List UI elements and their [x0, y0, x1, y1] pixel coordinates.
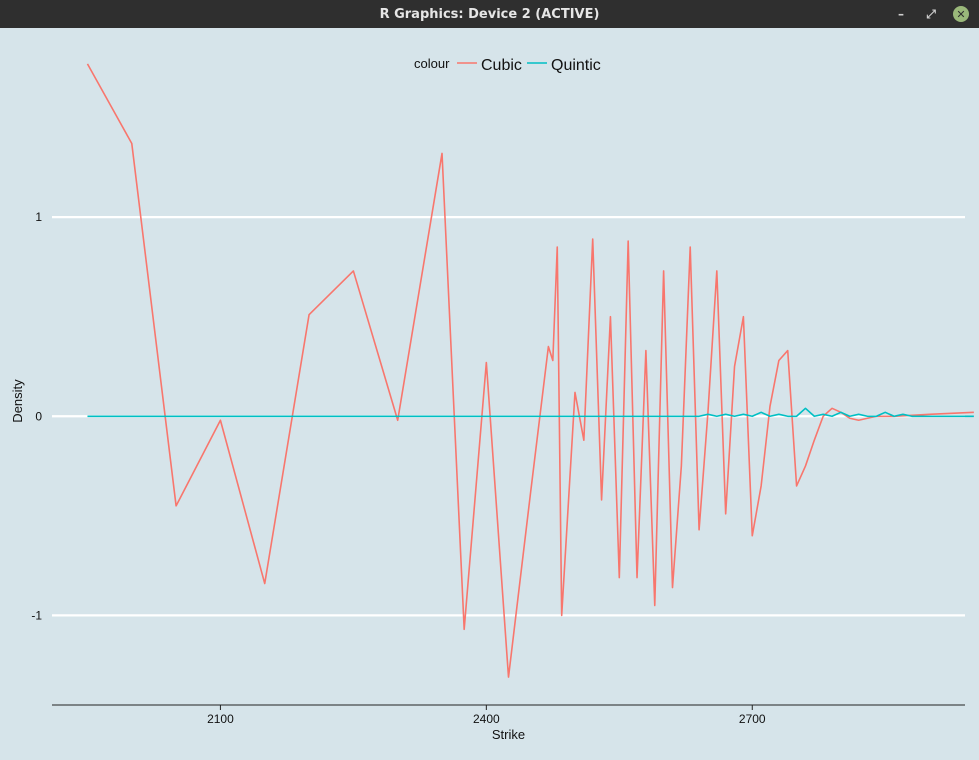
- window-titlebar: R Graphics: Device 2 (ACTIVE) – ⤢ ✕: [0, 0, 979, 28]
- x-axis-label: Strike: [492, 727, 525, 742]
- close-icon[interactable]: ✕: [953, 6, 969, 22]
- x-tick-label: 2700: [739, 712, 766, 726]
- y-ticks: 1 0 -1: [31, 210, 42, 622]
- y-tick-label: -1: [31, 608, 42, 622]
- plot-area: 2100 2400 2700 1 0 -1 Strike Density colour …: [0, 28, 979, 755]
- x-ticks: 2100 2400 2700: [207, 705, 766, 726]
- x-tick-label: 2100: [207, 712, 234, 726]
- minimize-icon[interactable]: –: [898, 7, 904, 21]
- legend-title: colour: [414, 56, 450, 71]
- y-tick-label: 0: [35, 409, 42, 423]
- series-line-cubic: [86, 63, 974, 678]
- legend-label-cubic: Cubic: [481, 57, 522, 74]
- legend-label-quintic: Quintic: [551, 57, 601, 74]
- density-chart: 2100 2400 2700 1 0 -1 Strike Density colour …: [10, 56, 974, 742]
- restore-icon[interactable]: ⤢: [926, 6, 936, 21]
- series-layer: [86, 63, 974, 678]
- y-axis-label: Density: [10, 379, 25, 423]
- x-tick-label: 2400: [473, 712, 500, 726]
- y-tick-label: 1: [35, 210, 42, 224]
- series-line-quintic: [87, 407, 974, 418]
- window-title: R Graphics: Device 2 (ACTIVE): [379, 6, 600, 22]
- window-controls: – ⤢ ✕: [893, 0, 969, 28]
- legend: colour Cubic Quintic: [414, 56, 601, 74]
